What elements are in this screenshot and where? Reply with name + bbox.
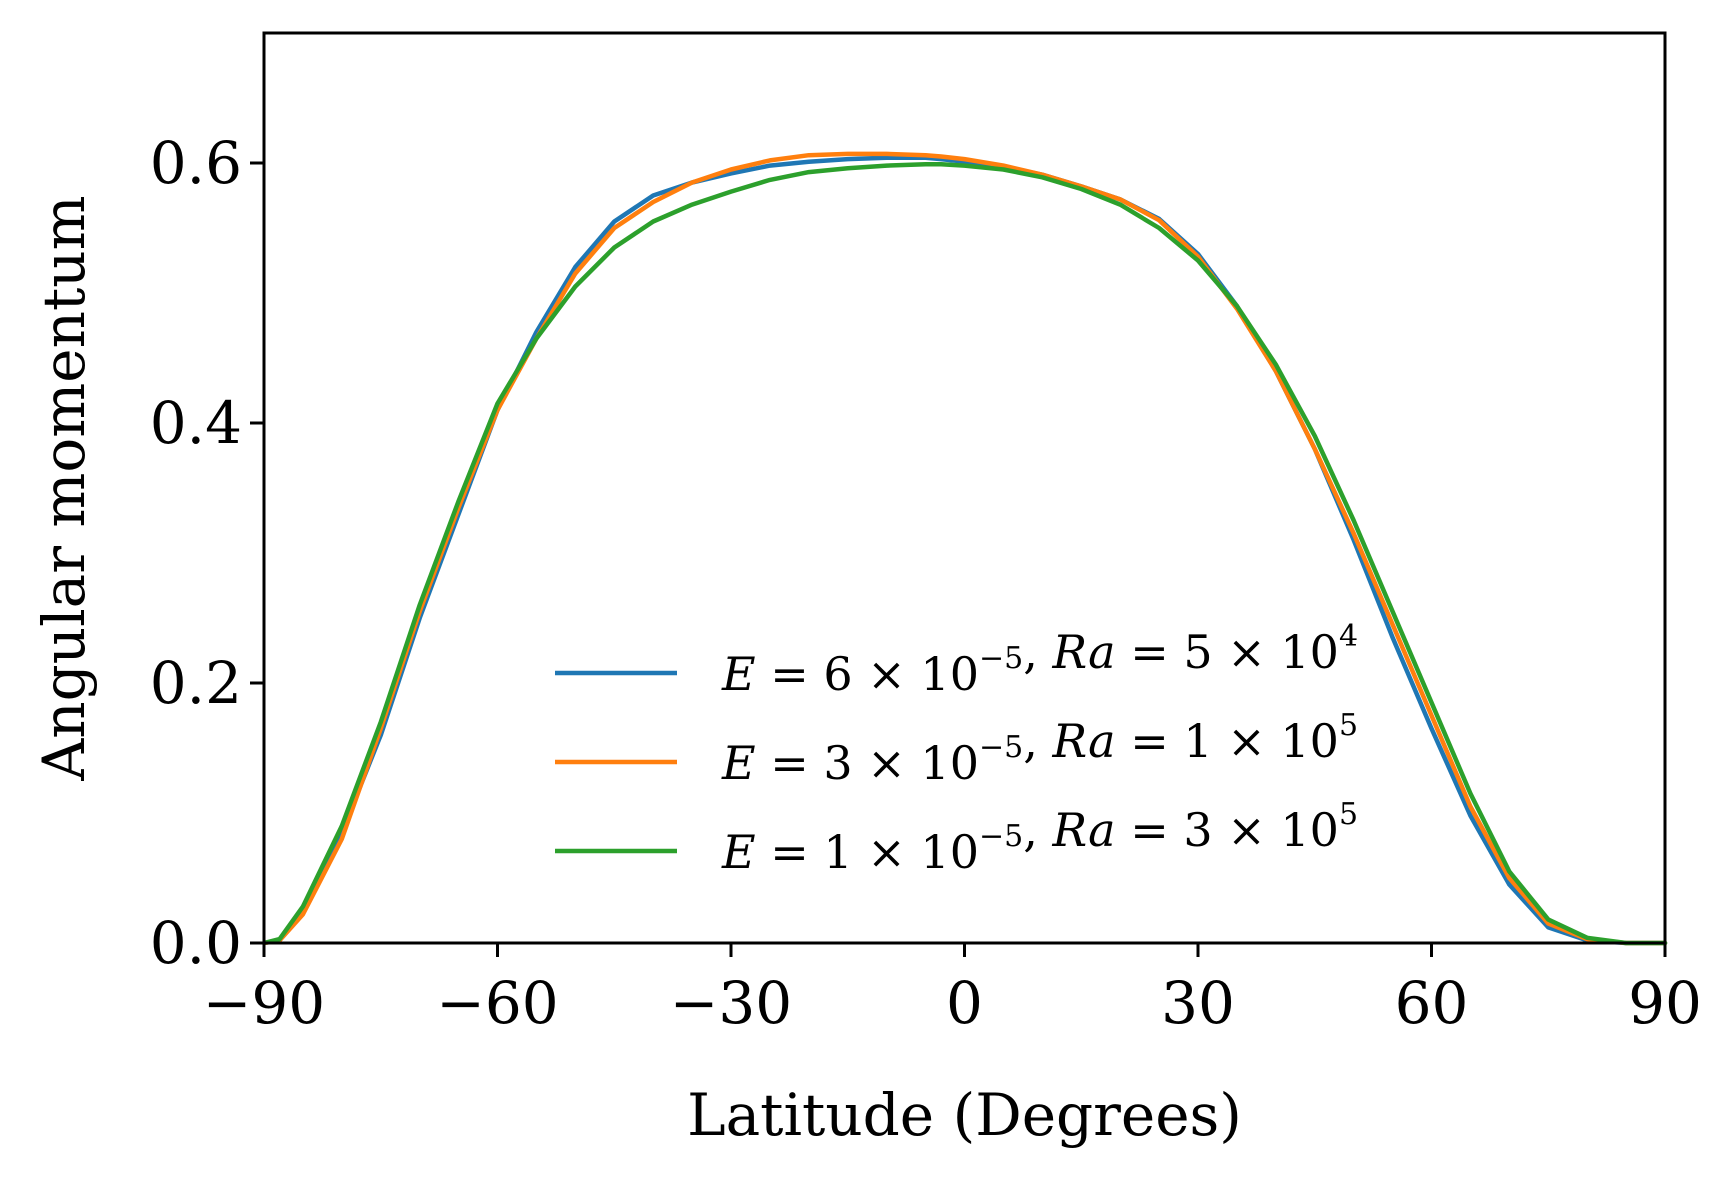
x-axis-label: Latitude (Degrees) <box>687 1081 1242 1149</box>
legend-label-part: = 3 × 10 <box>1116 803 1339 857</box>
x-tick-label: −30 <box>670 969 792 1037</box>
series-line-2 <box>261 151 1668 946</box>
x-tick-label: 30 <box>1161 969 1235 1037</box>
legend-label-part: −5 <box>979 641 1023 676</box>
legend-label-2: E = 3 × 10−5, Ra = 1 × 105 <box>721 708 1358 790</box>
legend-label-part: −5 <box>979 730 1023 765</box>
x-tick-label: 0 <box>946 969 983 1037</box>
legend-label-part: = 5 × 10 <box>1116 625 1339 679</box>
legend-label-part: = 6 × 10 <box>756 647 979 701</box>
legend-label-part: , <box>1023 625 1052 679</box>
legend-label-part: Ra <box>1051 803 1115 857</box>
x-tick-label: −60 <box>436 969 558 1037</box>
legend-label-part: = 1 × 10 <box>1116 714 1339 768</box>
y-axis-label: Angular momentum <box>30 195 98 781</box>
legend-label-part: E <box>721 736 756 790</box>
x-tick-label: 90 <box>1628 969 1702 1037</box>
x-tick-label: 60 <box>1395 969 1469 1037</box>
y-tick-label: 0.2 <box>150 649 242 717</box>
legend-label-part: = 1 × 10 <box>756 825 979 879</box>
y-axis: 0.0 0.2 0.4 0.6 <box>150 129 264 977</box>
legend-label-part: −5 <box>979 819 1023 854</box>
x-axis: −90 −60 −30 0 30 60 90 <box>203 943 1702 1037</box>
series-group <box>261 151 1668 946</box>
y-tick-label: 0.0 <box>150 909 242 977</box>
legend-label-part: E <box>721 647 756 701</box>
y-tick-label: 0.6 <box>150 129 242 197</box>
legend-label-part: Ra <box>1051 625 1115 679</box>
x-tick-label: −90 <box>203 969 325 1037</box>
series-line-3 <box>261 162 1668 946</box>
legend-label-part: , <box>1023 803 1052 857</box>
legend-label-part: 5 <box>1339 708 1358 743</box>
legend-label-part: E <box>721 825 756 879</box>
legend-label-3: E = 1 × 10−5, Ra = 3 × 105 <box>721 797 1358 879</box>
legend-label-1: E = 6 × 10−5, Ra = 5 × 104 <box>721 619 1358 701</box>
legend-label-part: , <box>1023 714 1052 768</box>
legend-label-part: 5 <box>1339 797 1358 832</box>
legend-label-part: = 3 × 10 <box>756 736 979 790</box>
legend-label-part: 4 <box>1339 619 1358 654</box>
legend-label-part: Ra <box>1051 714 1115 768</box>
y-tick-label: 0.4 <box>150 389 242 457</box>
